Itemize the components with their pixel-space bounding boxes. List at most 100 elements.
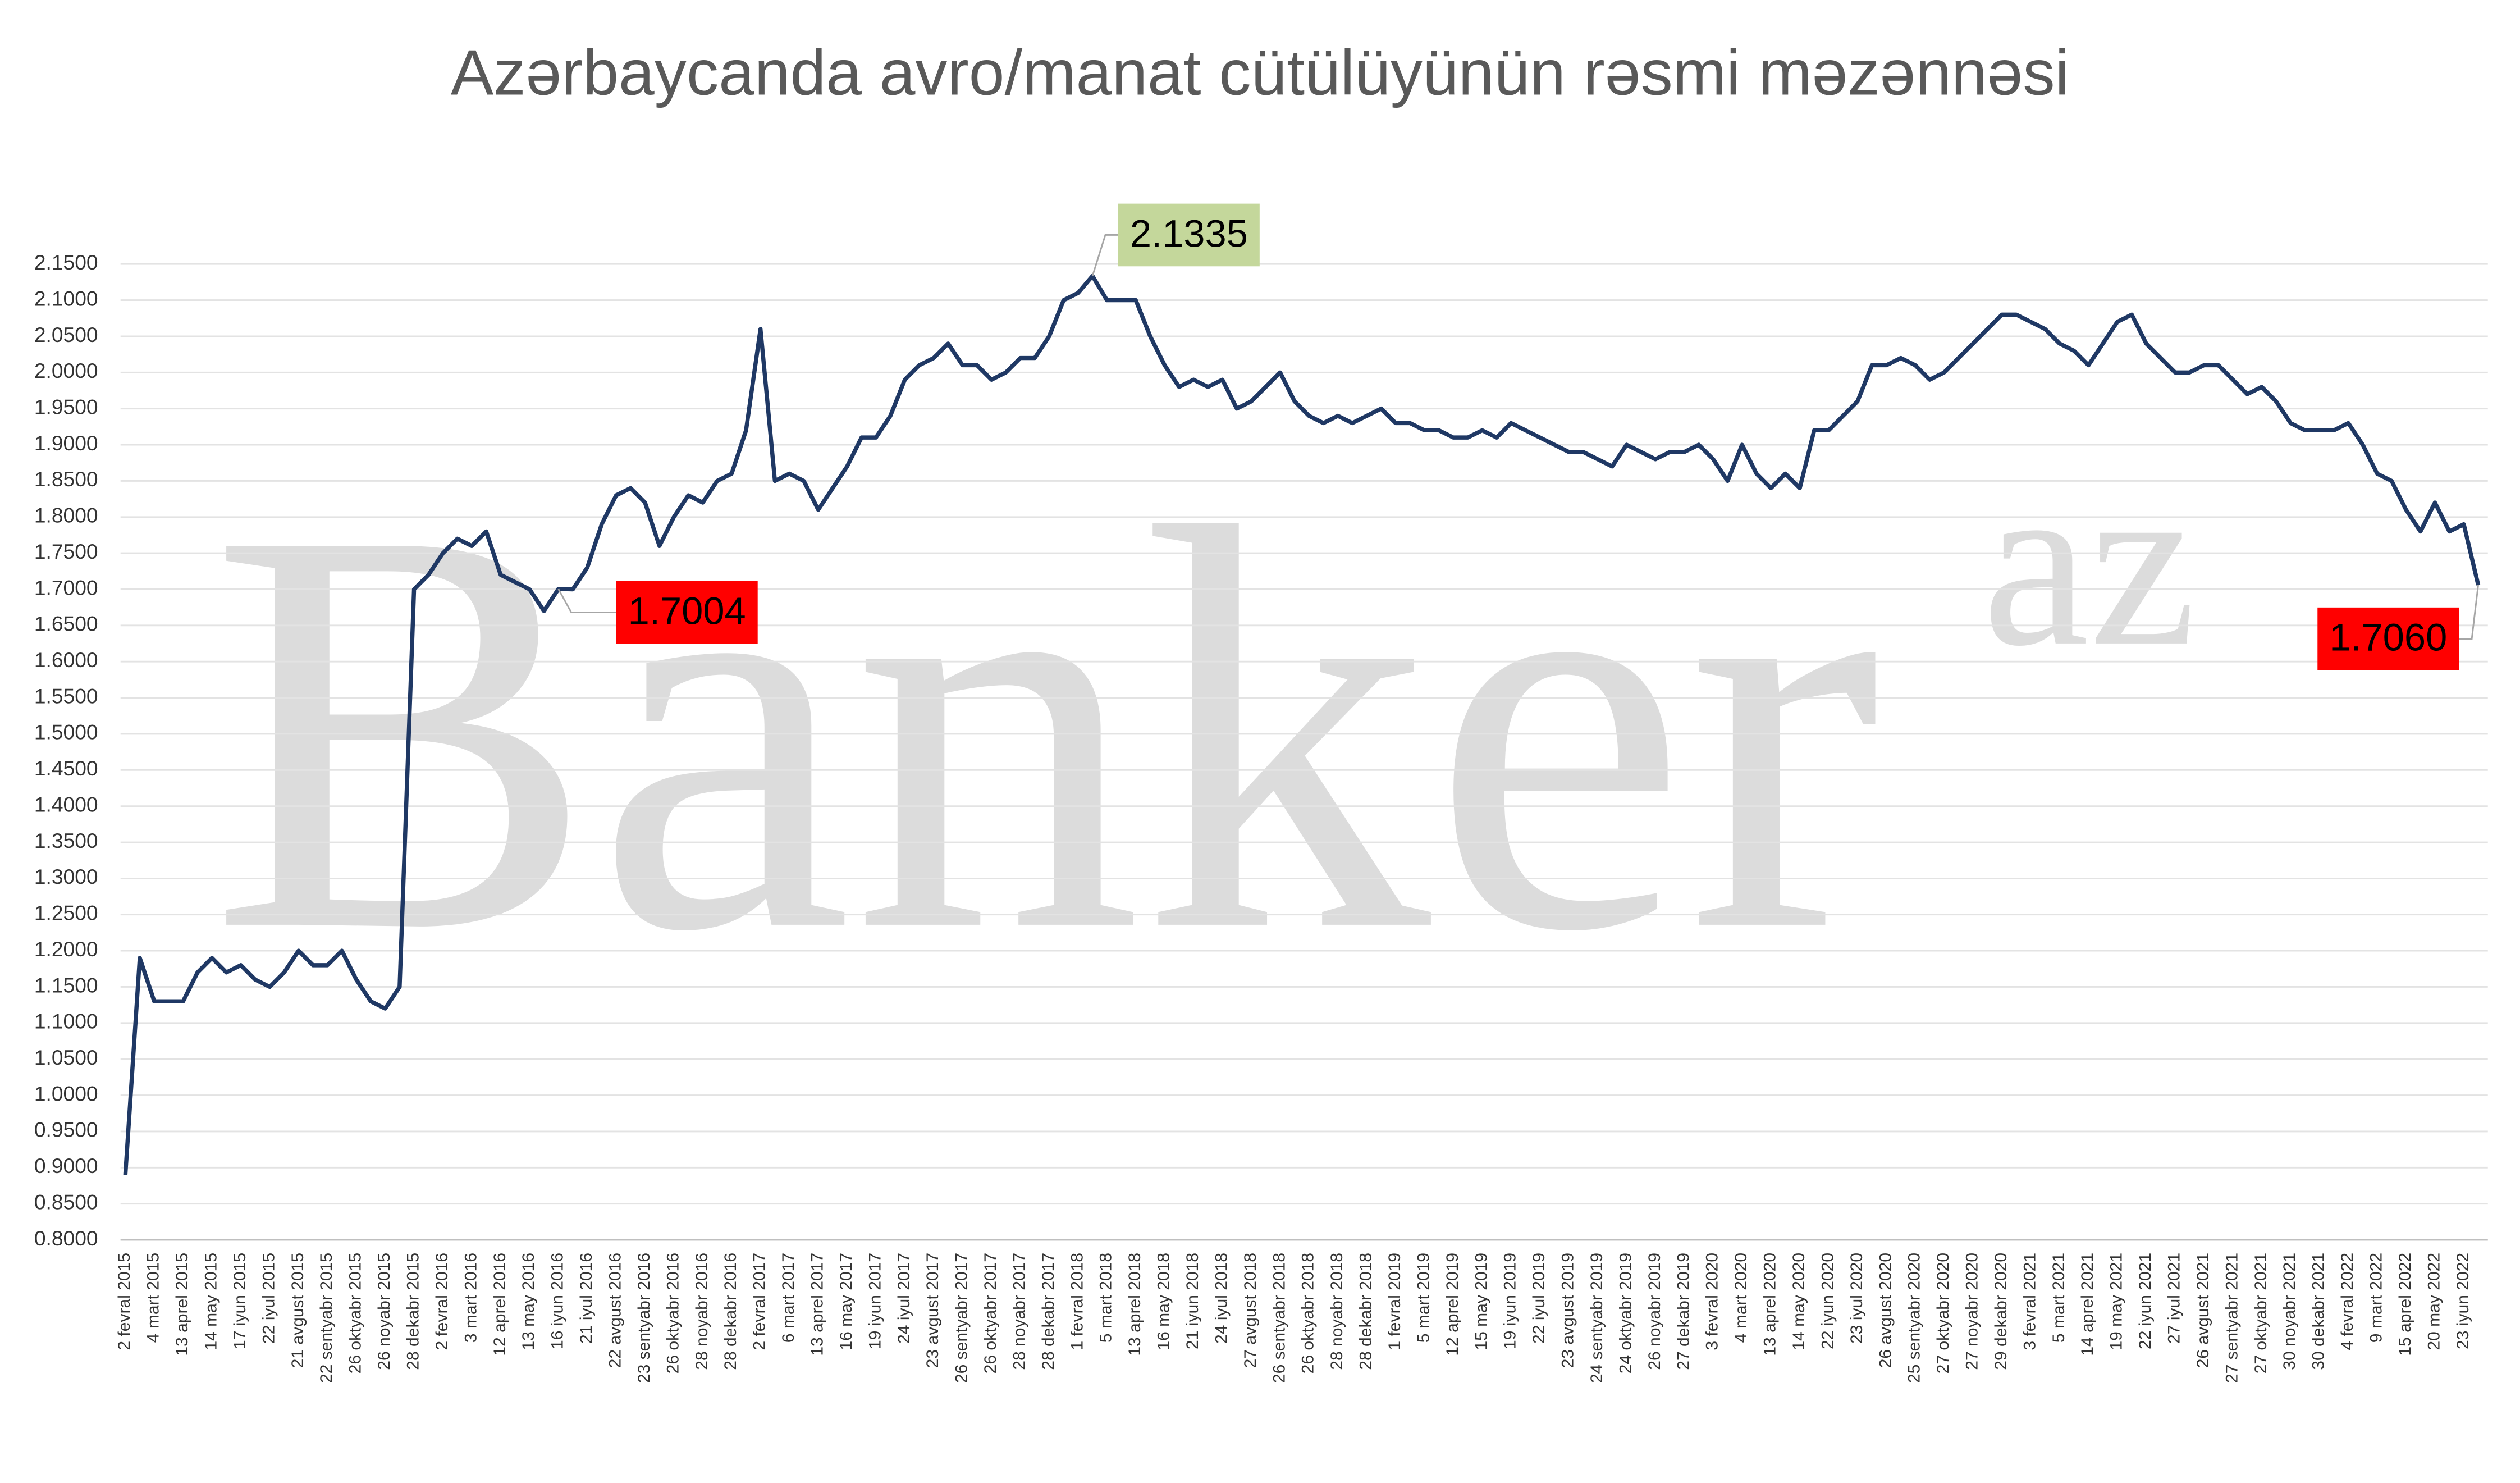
y-tick-label: 2.1500 — [34, 250, 98, 274]
y-tick-label: 2.0000 — [34, 359, 98, 382]
x-tick-label: 25 sentyabr 2020 — [1905, 1253, 1924, 1383]
x-tick-label: 5 mart 2019 — [1414, 1253, 1433, 1343]
line-series — [123, 273, 2481, 1175]
x-tick-label: 20 may 2022 — [2425, 1253, 2443, 1350]
x-tick-label: 26 noyabr 2019 — [1645, 1253, 1664, 1370]
y-tick-label: 0.9500 — [34, 1118, 98, 1142]
y-tick-label: 2.1000 — [34, 286, 98, 310]
x-tick-label: 3 fevral 2020 — [1703, 1253, 1722, 1350]
x-tick-label: 26 noyabr 2015 — [375, 1253, 394, 1370]
y-tick-label: 1.3000 — [34, 865, 98, 888]
x-tick-label: 23 iyun 2022 — [2454, 1253, 2472, 1349]
x-tick-label: 24 iyul 2017 — [895, 1253, 913, 1344]
x-tick-label: 17 iyun 2015 — [231, 1253, 249, 1349]
x-tick-label: 14 may 2020 — [1790, 1253, 1808, 1350]
watermark: Banker — [209, 409, 1880, 1050]
x-tick-label: 19 iyun 2017 — [866, 1253, 884, 1349]
y-tick-label: 1.6000 — [34, 648, 98, 672]
x-tick-label: 23 avgust 2019 — [1559, 1253, 1577, 1368]
data-label-box — [2317, 607, 2459, 670]
x-tick-label: 23 avgust 2017 — [923, 1253, 942, 1368]
x-tick-label: 13 aprel 2015 — [173, 1253, 191, 1356]
y-tick-label: 1.9000 — [34, 431, 98, 455]
y-tick-label: 1.5000 — [34, 720, 98, 744]
y-tick-label: 1.0000 — [34, 1082, 98, 1105]
x-tick-label: 4 mart 2020 — [1732, 1253, 1750, 1343]
data-label: 1.7004 — [628, 589, 746, 632]
x-tick-label: 26 avgust 2021 — [2194, 1253, 2212, 1368]
x-tick-label: 22 iyun 2021 — [2136, 1253, 2155, 1349]
y-tick-label: 1.4500 — [34, 756, 98, 780]
y-tick-label: 1.1000 — [34, 1010, 98, 1033]
x-tick-label: 13 aprel 2018 — [1126, 1253, 1144, 1356]
x-tick-label: 26 avgust 2020 — [1876, 1253, 1895, 1368]
y-tick-label: 1.8500 — [34, 467, 98, 491]
x-tick-label: 1 fevral 2019 — [1385, 1253, 1404, 1350]
x-tick-label: 27 iyul 2021 — [2165, 1253, 2184, 1344]
x-tick-label: 27 dekabr 2019 — [1674, 1253, 1693, 1370]
y-tick-label: 1.7000 — [34, 576, 98, 599]
x-tick-label: 26 oktyabr 2016 — [664, 1253, 682, 1374]
y-tick-label: 0.8000 — [34, 1226, 98, 1250]
x-tick-label: 26 oktyabr 2017 — [981, 1253, 1000, 1374]
y-tick-label: 1.1500 — [34, 973, 98, 997]
x-tick-label: 19 may 2021 — [2107, 1253, 2126, 1350]
y-tick-label: 0.8500 — [34, 1190, 98, 1213]
x-tick-label: 28 dekabr 2015 — [404, 1253, 423, 1370]
x-tick-label: 28 noyabr 2017 — [1010, 1253, 1028, 1370]
x-tick-label: 23 sentyabr 2016 — [635, 1253, 653, 1383]
x-tick-label: 6 mart 2017 — [779, 1253, 798, 1343]
y-tick-label: 0.9000 — [34, 1154, 98, 1178]
x-tick-label: 21 iyul 2016 — [577, 1253, 596, 1344]
x-tick-label: 5 mart 2021 — [2050, 1253, 2068, 1343]
x-tick-label: 9 mart 2022 — [2367, 1253, 2386, 1343]
x-tick-label: 23 iyul 2020 — [1847, 1253, 1866, 1344]
x-tick-label: 28 noyabr 2018 — [1328, 1253, 1346, 1370]
x-tick-label: 2 fevral 2016 — [433, 1253, 451, 1350]
y-tick-label: 1.2000 — [34, 937, 98, 961]
leader-line — [557, 588, 616, 613]
x-tick-label: 29 dekabr 2020 — [1992, 1253, 2010, 1370]
x-tick-label: 13 aprel 2017 — [808, 1253, 826, 1356]
x-tick-label: 22 avgust 2016 — [606, 1253, 624, 1368]
y-tick-label: 1.8000 — [34, 504, 98, 527]
y-tick-label: 1.2500 — [34, 901, 98, 925]
y-tick-label: 2.0500 — [34, 323, 98, 346]
x-tick-label: 28 dekabr 2017 — [1039, 1253, 1058, 1370]
x-tick-label: 21 avgust 2015 — [289, 1253, 307, 1368]
x-tick-label: 22 iyun 2020 — [1818, 1253, 1837, 1349]
leader-line — [1091, 234, 1118, 276]
y-tick-label: 1.9500 — [34, 395, 98, 418]
y-tick-label: 1.4000 — [34, 792, 98, 816]
watermark-sup: az — [1982, 428, 2196, 696]
x-tick-label: 1 fevral 2018 — [1068, 1253, 1086, 1350]
data-label-box — [1118, 203, 1260, 267]
x-tick-label: 26 oktyabr 2018 — [1299, 1253, 1318, 1374]
x-tick-label: 12 aprel 2016 — [491, 1253, 509, 1356]
x-tick-label: 27 avgust 2018 — [1241, 1253, 1260, 1368]
chart-title: Azərbaycanda avro/manat cütülüyünün rəsm… — [451, 36, 2069, 108]
x-tick-label: 28 noyabr 2016 — [693, 1253, 711, 1370]
x-tick-label: 22 iyul 2015 — [259, 1253, 278, 1344]
x-tick-label: 14 aprel 2021 — [2078, 1253, 2097, 1356]
x-tick-label: 22 iyul 2019 — [1530, 1253, 1548, 1344]
x-tick-label: 21 iyun 2018 — [1183, 1253, 1202, 1349]
x-tick-label: 27 noyabr 2020 — [1963, 1253, 1982, 1370]
x-tick-label: 15 aprel 2022 — [2396, 1253, 2414, 1356]
y-tick-label: 1.3500 — [34, 829, 98, 852]
x-tick-label: 28 dekabr 2018 — [1357, 1253, 1375, 1370]
x-tick-label: 16 may 2017 — [837, 1253, 856, 1350]
data-label: 2.1335 — [1130, 212, 1248, 255]
x-tick-label: 12 aprel 2019 — [1443, 1253, 1462, 1356]
x-tick-label: 27 oktyabr 2021 — [2252, 1253, 2270, 1374]
x-tick-label: 24 sentyabr 2019 — [1588, 1253, 1606, 1383]
x-tick-label: 19 iyun 2019 — [1501, 1253, 1520, 1349]
x-tick-label: 4 fevral 2022 — [2338, 1253, 2357, 1350]
y-tick-label: 1.0500 — [34, 1046, 98, 1069]
x-tick-label: 13 may 2016 — [519, 1253, 538, 1350]
x-tick-label: 14 may 2015 — [202, 1253, 221, 1350]
data-label-box — [616, 581, 758, 644]
x-tick-label: 22 sentyabr 2015 — [317, 1253, 336, 1383]
x-tick-label: 2 fevral 2015 — [115, 1253, 134, 1350]
